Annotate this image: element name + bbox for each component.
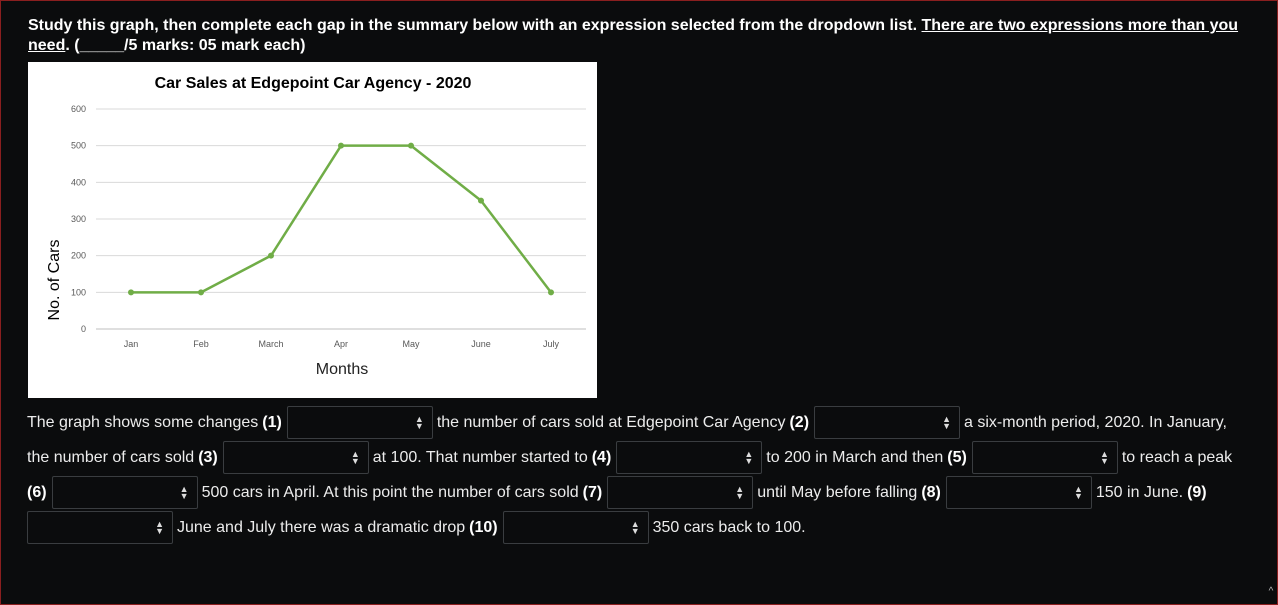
chart-y-ticks: 0 100 200 300 400 500 600 — [71, 104, 86, 334]
y-tick-label: 100 — [71, 287, 86, 297]
up-down-arrow-icon: ▲ ▼ — [179, 483, 189, 501]
summary-text: the number of cars sold — [27, 448, 195, 466]
gap-6-dropdown[interactable]: ▲ ▼ — [51, 476, 198, 509]
data-point — [338, 142, 344, 149]
summary-text: to 200 in March and then — [766, 448, 944, 466]
up-down-arrow-icon: ▲ ▼ — [1073, 483, 1083, 501]
x-tick-label: Jan — [124, 339, 139, 349]
x-tick-label: Feb — [193, 339, 209, 349]
chart-x-ticks: Jan Feb March Apr May June July — [124, 339, 560, 349]
summary-text: 500 cars in April. At this point the num… — [201, 483, 579, 501]
up-down-arrow-icon: ▲ ▼ — [630, 518, 640, 536]
y-tick-label: 300 — [71, 214, 86, 224]
data-point — [268, 252, 274, 259]
gap-number-2: (2) — [789, 413, 810, 431]
summary-text: 150 in June. — [1095, 483, 1184, 501]
summary-text: The graph shows some changes — [27, 413, 259, 431]
summary-text: to reach a peak — [1121, 448, 1233, 466]
gap-number-9: (9) — [1187, 483, 1207, 501]
gap-number-6: (6) — [27, 483, 47, 501]
summary-text: at 100. That number started to — [372, 448, 588, 466]
x-tick-label: July — [543, 339, 560, 349]
instructions: Study this graph, then complete each gap… — [28, 16, 1248, 56]
summary-text: June and July there was a dramatic drop — [177, 518, 466, 536]
gap-4-dropdown[interactable]: ▲ ▼ — [616, 441, 763, 474]
gap-2-dropdown[interactable]: ▲ ▼ — [814, 406, 961, 439]
chart-ylabel: No. of Cars — [46, 240, 63, 321]
data-point — [128, 289, 134, 296]
up-down-arrow-icon: ▲ ▼ — [942, 413, 952, 431]
summary-text: the number of cars sold at Edgepoint Car… — [436, 413, 786, 431]
summary-line-2: the number of cars sold (3) ▲ ▼ at 100. T… — [27, 440, 1257, 475]
x-tick-label: March — [258, 339, 283, 349]
data-point — [198, 289, 204, 296]
y-tick-label: 0 — [81, 324, 86, 334]
chart-svg: Car Sales at Edgepoint Car Agency - 2020… — [46, 75, 586, 378]
y-tick-label: 400 — [71, 177, 86, 187]
y-tick-label: 200 — [71, 251, 86, 261]
gap-number-1: (1) — [262, 413, 282, 431]
summary-line-1: The graph shows some changes (1) ▲ ▼ the … — [27, 405, 1257, 440]
y-tick-label: 600 — [71, 104, 86, 114]
x-tick-label: Apr — [334, 339, 348, 349]
instructions-marks: . (_____/5 marks: 05 mark each) — [65, 37, 306, 54]
data-point — [548, 289, 554, 296]
chart-grid — [96, 108, 586, 330]
y-tick-label: 500 — [71, 141, 86, 151]
summary-line-3: (6) ▲ ▼ 500 cars in April. At this point … — [27, 475, 1257, 510]
gap-number-4: (4) — [591, 448, 612, 466]
up-down-arrow-icon: ▲ ▼ — [735, 483, 745, 501]
scroll-up-icon[interactable]: ^ — [1268, 586, 1274, 597]
summary-paragraph: The graph shows some changes (1) ▲ ▼ the … — [27, 405, 1257, 545]
gap-number-5: (5) — [947, 448, 967, 466]
summary-text: 350 cars back to 100. — [652, 518, 806, 536]
up-down-arrow-icon: ▲ ▼ — [1099, 448, 1109, 466]
gap-5-dropdown[interactable]: ▲ ▼ — [971, 441, 1118, 474]
up-down-arrow-icon: ▲ ▼ — [155, 518, 164, 536]
gap-number-8: (8) — [921, 483, 941, 501]
chart-title: Car Sales at Edgepoint Car Agency - 2020 — [155, 75, 472, 92]
gap-number-7: (7) — [582, 483, 603, 501]
gap-3-dropdown[interactable]: ▲ ▼ — [222, 441, 369, 474]
summary-text: until May before falling — [757, 483, 918, 501]
gap-1-dropdown[interactable]: ▲ ▼ — [286, 406, 433, 439]
chart-series — [128, 142, 554, 296]
gap-7-dropdown[interactable]: ▲ ▼ — [607, 476, 754, 509]
gap-9-dropdown[interactable]: ▲ ▼ — [27, 511, 173, 544]
instructions-underlined: There are two expressions more than you … — [28, 17, 1239, 54]
gap-10-dropdown[interactable]: ▲ ▼ — [502, 511, 649, 544]
up-down-arrow-icon: ▲ ▼ — [350, 448, 360, 466]
up-down-arrow-icon: ▲ ▼ — [744, 448, 754, 466]
summary-line-4: ▲ ▼ June and July there was a dramatic dr… — [27, 510, 1257, 545]
gap-number-3: (3) — [198, 448, 218, 466]
x-tick-label: May — [402, 339, 420, 349]
line-chart: Car Sales at Edgepoint Car Agency - 2020… — [28, 62, 597, 398]
up-down-arrow-icon: ▲ ▼ — [414, 413, 424, 431]
gap-number-10: (10) — [469, 518, 498, 536]
chart-xlabel: Months — [316, 361, 368, 378]
summary-text: a six-month period, 2020. In January, — [964, 413, 1227, 431]
x-tick-label: June — [471, 339, 491, 349]
gap-8-dropdown[interactable]: ▲ ▼ — [945, 476, 1092, 509]
data-point — [408, 142, 414, 149]
instructions-text: Study this graph, then complete each gap… — [28, 17, 922, 34]
data-point — [478, 197, 484, 204]
